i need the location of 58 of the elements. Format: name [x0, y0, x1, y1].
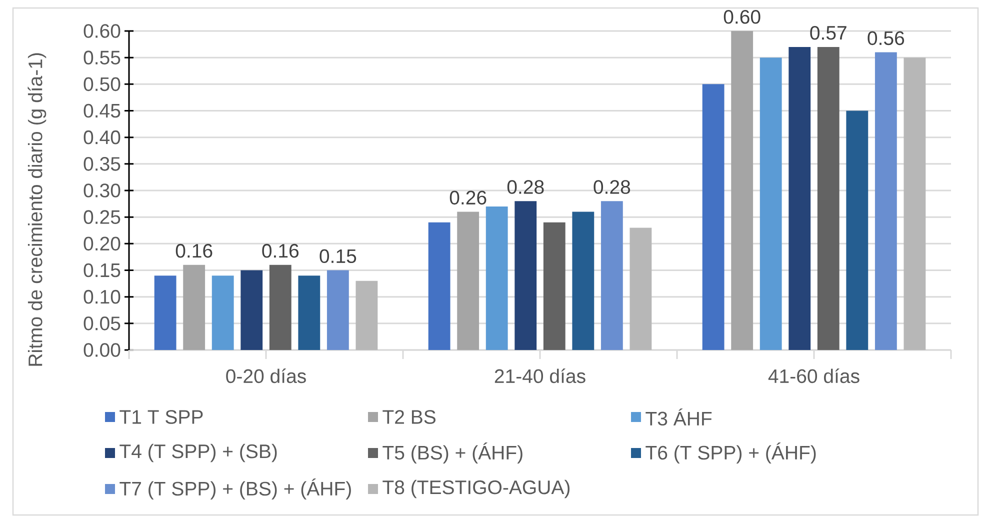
- data-label: 0.56: [868, 31, 904, 46]
- bar: [428, 222, 450, 350]
- data-label: 0.57: [810, 26, 846, 40]
- legend-label: T6 (T SPP) + (ÁHF): [646, 442, 816, 464]
- bar: [183, 264, 206, 350]
- legend-label: T5 (BS) + (ÁHF): [382, 442, 522, 464]
- data-label: 0.16: [262, 244, 299, 258]
- bar: [760, 58, 782, 350]
- legend-label: T7 (T SPP) + (BS) + (ÁHF): [120, 478, 351, 500]
- bar: [457, 212, 480, 350]
- legend-label: T8 (TESTIGO-AGUA): [382, 480, 570, 498]
- x-tick-label: 41-60 días: [768, 368, 860, 384]
- legend-label: T1 T SPP: [120, 410, 203, 424]
- y-tick-label: 0.15: [84, 263, 120, 278]
- bar: [846, 110, 868, 350]
- bar: [356, 280, 378, 350]
- y-tick-label: 0.30: [84, 184, 120, 198]
- legend-label: T3 ÁHF: [646, 408, 712, 426]
- bar: [788, 46, 811, 350]
- y-tick-label: 0.60: [84, 24, 120, 38]
- bar: [326, 270, 349, 350]
- legend-label: T2 BS: [382, 410, 436, 424]
- bar: [630, 228, 652, 350]
- bar: [269, 264, 292, 350]
- data-label: 0.16: [176, 244, 212, 258]
- data-label: 0.26: [450, 190, 486, 205]
- bar: [874, 52, 897, 350]
- y-tick-label: 0.50: [84, 77, 120, 92]
- x-tick-label: 21-40 días: [494, 368, 586, 384]
- y-tick-label: 0.05: [84, 316, 120, 330]
- y-tick-label: 0.20: [84, 236, 120, 251]
- y-tick-label: 0.25: [84, 210, 120, 224]
- y-tick-label: 0.40: [84, 130, 120, 144]
- data-label: 0.28: [594, 180, 630, 194]
- y-tick-label: 0.55: [84, 50, 120, 64]
- bar: [543, 222, 566, 350]
- y-tick-label: 0.45: [84, 104, 120, 118]
- bar: [298, 276, 320, 350]
- x-tick-label: 0-20 días: [226, 368, 306, 384]
- y-tick-label: 0.10: [84, 290, 120, 304]
- data-label: 0.60: [724, 10, 760, 24]
- y-tick-label: 0.00: [84, 343, 120, 357]
- bar: [486, 206, 508, 350]
- y-tick-label: 0.35: [84, 157, 120, 171]
- bar: [212, 276, 234, 350]
- bar: [702, 84, 724, 350]
- bar: [600, 201, 623, 350]
- bar: [731, 31, 754, 350]
- bar: [154, 276, 176, 350]
- bar: [514, 201, 537, 350]
- bar: [240, 270, 263, 350]
- data-label: 0.28: [507, 180, 544, 194]
- legend-label: T4 (T SPP) + (SB): [120, 444, 277, 462]
- data-label: 0.15: [320, 249, 356, 264]
- bar: [817, 46, 840, 350]
- y-axis-title: Ritmo de crecimiento diario (g día-1): [28, 53, 46, 366]
- bar: [904, 58, 926, 350]
- bar: [572, 212, 594, 350]
